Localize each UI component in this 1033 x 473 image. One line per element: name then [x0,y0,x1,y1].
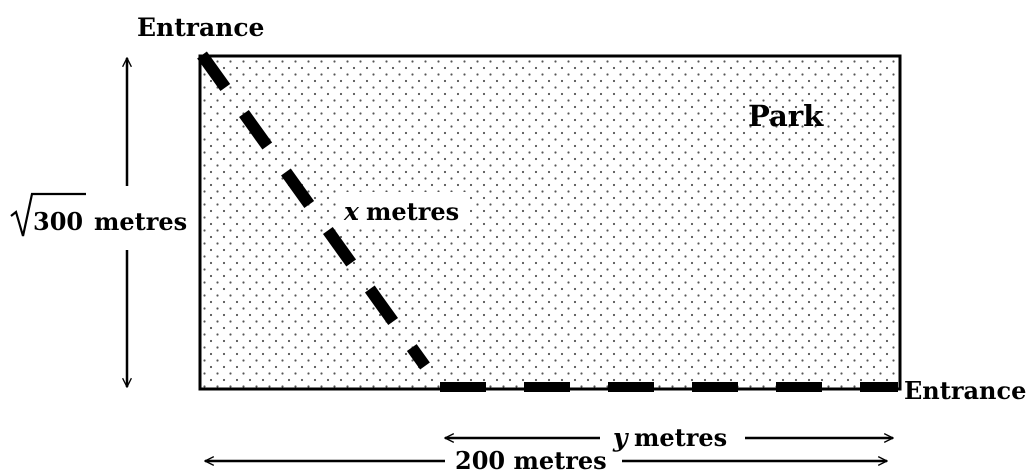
bottom-path-label-variable: y [612,423,629,452]
bottom-path-label-unit: metres [634,423,727,452]
park-rectangle [198,54,902,391]
height-label-radicand: 300 [33,207,83,236]
width-label: 200 metres [455,446,607,473]
diagonal-label-variable: x [343,197,360,226]
diagonal-label-unit: metres [366,197,459,226]
entrance-top-label: Entrance [137,13,264,42]
height-label: 300 metres [10,192,187,237]
park-label: Park [748,99,824,133]
diagonal-label-background [338,192,470,226]
diagonal-path [197,51,430,370]
radical-sign [10,192,86,237]
diagonal-label: x metres [338,192,470,226]
entrance-right-label: Entrance [904,376,1026,405]
bottom-path-label: y metres [612,423,727,452]
height-label-unit: metres [94,207,187,236]
